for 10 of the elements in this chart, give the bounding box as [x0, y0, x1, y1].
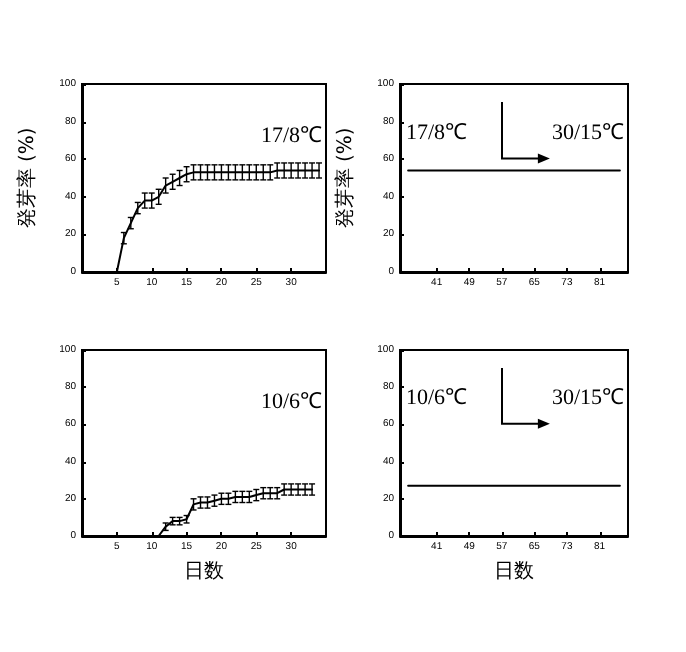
annotation: 17/8℃: [406, 120, 468, 145]
annotation: 10/6℃: [260, 389, 323, 414]
y-axis-title: 発芽率 (%): [332, 127, 357, 229]
annotation: 30/15℃: [551, 386, 625, 411]
annotation: 10/6℃: [406, 386, 468, 411]
y-axis-title: 発芽率 (%): [14, 127, 39, 229]
x-axis-title: 日数: [184, 560, 224, 583]
annotation: 17/8℃: [260, 124, 323, 149]
annotation: 30/15℃: [551, 120, 625, 145]
x-axis-title: 日数: [494, 560, 534, 583]
